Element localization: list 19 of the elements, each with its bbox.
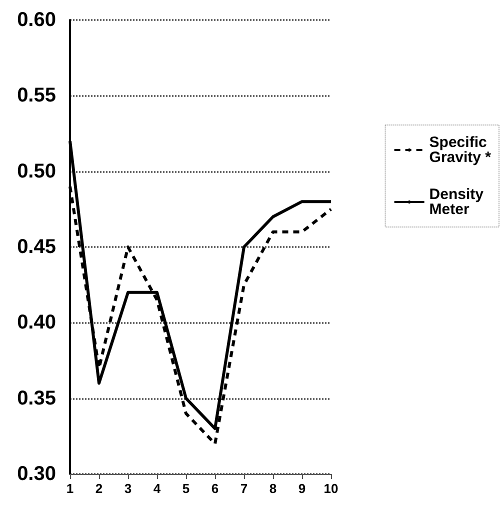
x-tick-label: 6 — [211, 481, 219, 496]
y-tick-label: 0.35 — [17, 387, 56, 410]
x-tick-label: 5 — [182, 481, 190, 496]
y-tick-label: 0.60 — [17, 9, 56, 31]
y-tick-label: 0.30 — [17, 463, 56, 485]
x-tick-label: 4 — [153, 481, 162, 496]
legend-label: Specific Gravity * — [429, 134, 492, 166]
x-tick-label: 10 — [324, 481, 338, 496]
y-tick-label: 0.40 — [17, 312, 56, 334]
x-tick-label: 2 — [95, 481, 103, 496]
x-tick-label: 1 — [66, 481, 74, 496]
x-tick-label: 3 — [124, 481, 132, 496]
y-tick-label: 0.50 — [17, 160, 56, 182]
y-tick-label: 0.55 — [17, 84, 56, 107]
legend-label: Density Meter — [429, 186, 488, 218]
x-tick-label: 7 — [240, 481, 248, 496]
x-tick-label: 8 — [269, 481, 277, 496]
x-tick-label: 9 — [298, 481, 306, 496]
y-tick-label: 0.45 — [17, 236, 56, 258]
